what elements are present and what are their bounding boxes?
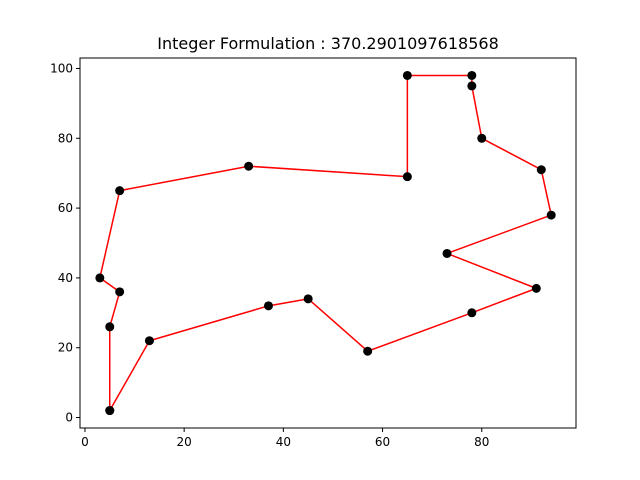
x-tick-label: 0 — [81, 435, 89, 449]
route-segment — [471, 85, 483, 139]
data-point — [402, 172, 412, 182]
data-point — [442, 248, 452, 258]
route-segment — [149, 305, 269, 342]
y-tick-label: 80 — [58, 131, 73, 145]
plot-area — [95, 70, 556, 416]
data-point — [467, 81, 477, 91]
route-segment — [119, 165, 249, 192]
x-tick-label: 60 — [375, 435, 390, 449]
y-tick-label: 60 — [58, 201, 73, 215]
route-segment — [109, 291, 121, 327]
data-point — [105, 406, 115, 416]
data-point — [115, 186, 125, 196]
route-segment — [248, 165, 408, 178]
data-point — [402, 70, 412, 80]
data-point — [115, 287, 125, 297]
data-point — [467, 308, 477, 318]
plot-frame — [79, 57, 577, 429]
x-tick-label: 80 — [474, 435, 489, 449]
route-segment — [481, 137, 542, 171]
route-segment — [99, 190, 121, 279]
y-tick-label: 0 — [65, 411, 73, 425]
route-segment — [540, 169, 552, 216]
x-tick-label: 40 — [276, 435, 291, 449]
data-point — [244, 161, 254, 171]
x-tick-label: 20 — [177, 435, 192, 449]
y-tick-label: 100 — [50, 61, 73, 75]
route-segment — [109, 340, 151, 411]
data-point — [303, 294, 313, 304]
route-segment — [307, 298, 369, 352]
data-point — [263, 301, 273, 311]
y-tick-label: 20 — [58, 341, 73, 355]
axes: 0 20 40 60 80 0 20 40 60 80 100 — [50, 61, 489, 449]
route-segment — [367, 312, 473, 352]
route-segment — [446, 214, 552, 255]
data-point — [363, 346, 373, 356]
y-tick-label: 40 — [58, 271, 73, 285]
data-point — [531, 283, 541, 293]
route-segment — [471, 287, 537, 314]
data-point — [546, 210, 556, 220]
chart-title: Integer Formulation : 370.2901097618568 — [157, 34, 499, 53]
data-point — [144, 336, 154, 346]
route-segment — [446, 252, 537, 290]
data-point — [467, 70, 477, 80]
route-segment — [268, 298, 309, 307]
data-point — [477, 133, 487, 143]
data-point — [95, 273, 105, 283]
data-point — [105, 322, 115, 332]
data-point — [536, 165, 546, 175]
